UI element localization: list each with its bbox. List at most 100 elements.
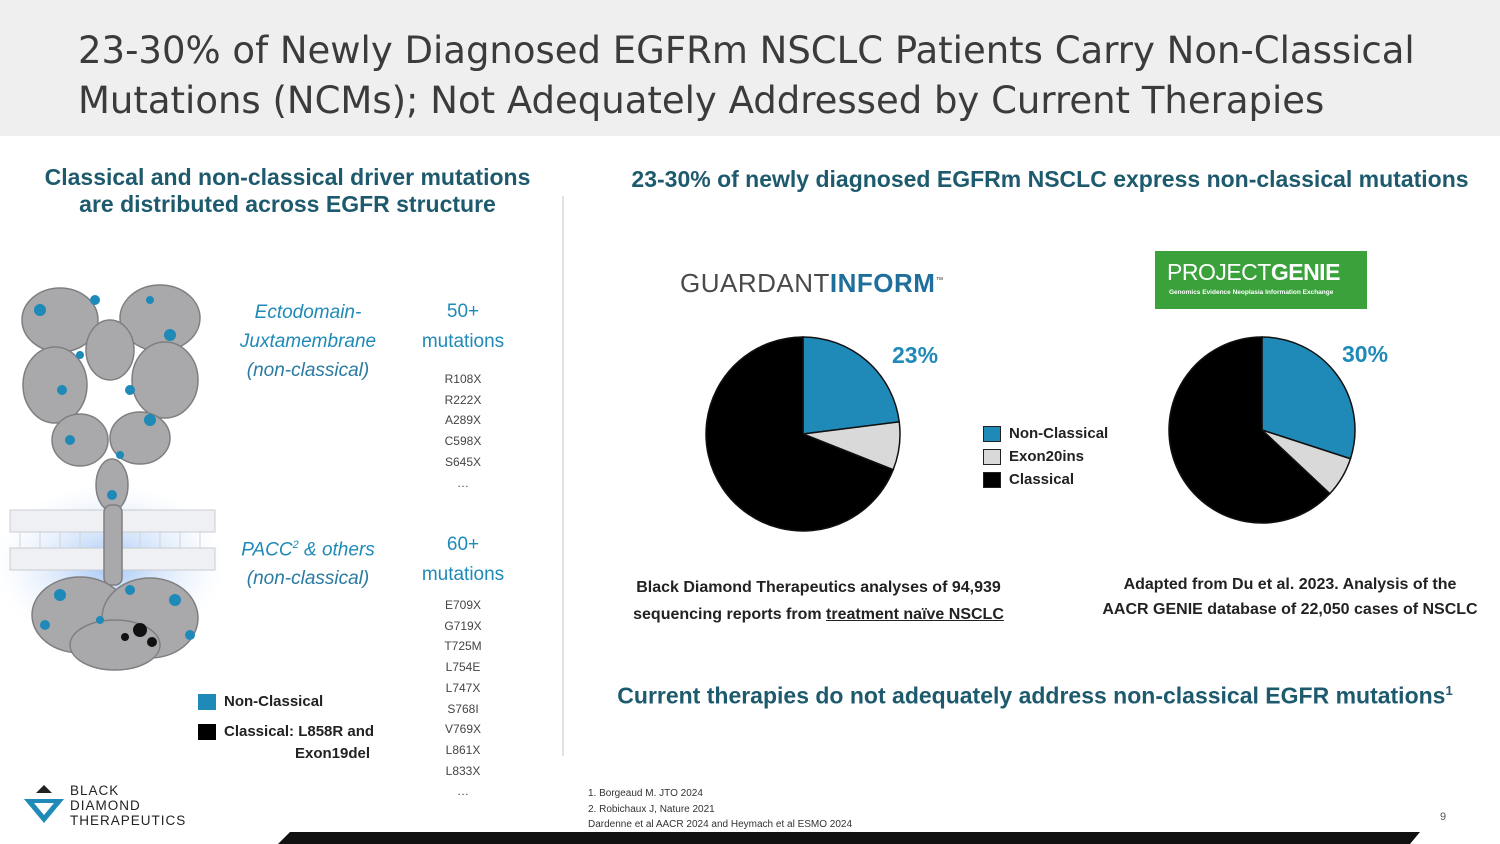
ectodomain-mutation-item: R108X (444, 372, 482, 386)
footnote-3: Dardenne et al AACR 2024 and Heymach et … (588, 819, 853, 830)
pacc-count-line1: 60+ (446, 534, 480, 555)
egfr-structure-image (0, 284, 225, 671)
bottom-heading: Current therapies do not adequately addr… (560, 676, 1500, 711)
ectodomain-mutation-item: S645X (444, 454, 482, 469)
ectodomain-label-line1: Ectodomain- (254, 302, 362, 323)
bottom-heading-text: Current therapies do not adequately addr… (617, 682, 1446, 709)
ectodomain-count-line1: 50+ (446, 301, 480, 322)
genie-logo-title: PROJECTGENIE (1167, 259, 1340, 286)
pacc-mutation-item: T725M (444, 639, 482, 654)
project-genie-logo: PROJECTGENIE Genomics Evidence Neoplasia… (1155, 251, 1367, 309)
left-heading-line2: are distributed across EGFR structure (79, 191, 496, 217)
footnote-2: 2. Robichaux J, Nature 2021 (588, 803, 715, 815)
pie-legend-exon20ins-swatch (983, 449, 1001, 466)
pie-legend-exon20ins: Exon20ins (983, 446, 1153, 468)
guardant-pie-percent-label: 23% (892, 342, 939, 368)
pacc-mutation-item: L747X (445, 680, 481, 695)
genie-pie-slices (1168, 336, 1356, 524)
pie-slice-non-classical (802, 336, 901, 435)
guardant-pie-slices (705, 336, 901, 532)
company-name: BLACK DIAMOND THERAPEUTICS (70, 783, 186, 828)
pacc-mutation-list: E709X G719X T725M L754E L747X S768I V769X L861X… (403, 595, 523, 802)
pacc-sup: 2 (292, 539, 299, 551)
genie-pie-percent-label: 30% (1342, 341, 1389, 367)
ectodomain-sub: (non-classical) (246, 360, 370, 381)
pacc-mutation-item: … (457, 784, 469, 799)
pie-legend-classical: Classical (983, 469, 1153, 491)
ectodomain-count: 50+ mutations (403, 297, 523, 357)
pacc-count: 60+ mutations (403, 530, 523, 590)
left-heading: Classical and non-classical driver mutat… (20, 164, 555, 218)
bottom-heading-sup: 1 (1445, 683, 1453, 698)
pacc-label-text: PACC (241, 539, 293, 561)
pie-legend-classical-label: Classical (1009, 471, 1075, 488)
company-name-line3: THERAPEUTICS (70, 813, 187, 828)
ectodomain-mutation-item: A289X (444, 413, 482, 428)
genie-logo-tagline: Genomics Evidence Neoplasia Information … (1169, 289, 1334, 296)
left-legend-classical: Classical: L858R and (198, 721, 398, 743)
classical-swatch (198, 724, 216, 741)
left-heading-line1: Classical and non-classical driver mutat… (44, 164, 531, 190)
pie-slice-non-classical (1261, 336, 1356, 460)
guardant-caption: Black Diamond Therapeutics analyses of 9… (596, 574, 1041, 628)
ectodomain-label-line2: Juxtamembrane (239, 331, 377, 352)
pacc-mutation-item: V769X (444, 722, 482, 737)
guardant-caption-line2: sequencing reports from treatment naïve … (596, 601, 1041, 628)
pie-legend-exon20ins-label: Exon20ins (1009, 448, 1085, 465)
pie-legend-nonclassical: Non-Classical (983, 423, 1153, 445)
left-legend-nonclassical-label: Non-Classical (224, 693, 324, 710)
guardant-pie-chart (705, 336, 901, 532)
genie-caption: Adapted from Du et al. 2023. Analysis of… (1080, 572, 1500, 622)
pacc-count-line2: mutations (421, 564, 505, 585)
guardant-logo-light: GUARDANT (680, 268, 830, 298)
pacc-label: PACC2 & others (non-classical) (218, 531, 398, 593)
nonclassical-swatch (198, 694, 216, 711)
guardant-logo-bold: INFORM (829, 268, 936, 298)
genie-pie-chart (1168, 336, 1356, 524)
pacc-mutation-item: S768I (447, 701, 479, 716)
guardant-inform-logo: GUARDANTINFORM™ (680, 268, 944, 299)
slide-header (0, 0, 1500, 136)
page-number: 9 (1440, 811, 1447, 823)
footnotes: 1. Borgeaud M. JTO 2024 2. Robichaux J, … (588, 786, 852, 833)
ectodomain-label: Ectodomain- Juxtamembrane (non-classical… (218, 298, 398, 385)
left-legend: Non-Classical Classical: L858R and Exon1… (198, 691, 398, 765)
left-legend-nonclassical: Non-Classical (198, 691, 398, 713)
ectodomain-mutation-item: R222X (444, 392, 482, 407)
ectodomain-count-line2: mutations (421, 331, 505, 352)
genie-logo-light: PROJECT (1167, 259, 1271, 285)
pacc-mutation-item: E709X (444, 598, 482, 612)
section-divider (562, 196, 564, 756)
right-heading: 23-30% of newly diagnosed EGFRm NSCLC ex… (631, 166, 1469, 192)
guardant-caption-line1: Black Diamond Therapeutics analyses of 9… (636, 579, 1001, 596)
guardant-caption-line2-underlined: treatment naïve NSCLC (826, 606, 1004, 623)
company-name-line2: DIAMOND (70, 798, 141, 813)
pie-slice-classical (705, 336, 895, 532)
ectodomain-mutation-item: … (457, 475, 469, 490)
genie-logo-bold: GENIE (1270, 259, 1341, 285)
pacc-label-rest: & others (298, 539, 375, 561)
pacc-mutation-item: L754E (445, 660, 481, 675)
guardant-logo-tm: ™ (935, 275, 944, 285)
pie-slice-classical (1168, 336, 1331, 524)
pie-legend: Non-Classical Exon20ins Classical (983, 423, 1153, 491)
footnote-1: 1. Borgeaud M. JTO 2024 (588, 788, 703, 799)
slide-title: 23-30% of Newly Diagnosed EGFRm NSCLC Pa… (78, 29, 1415, 122)
guardant-caption-line2-prefix: sequencing reports from (633, 606, 827, 623)
pie-legend-classical-swatch (983, 472, 1001, 489)
pacc-mutation-item: G719X (444, 618, 482, 633)
bottom-bar (278, 832, 1420, 844)
pacc-label-line1: PACC2 & others (218, 531, 398, 564)
pie-legend-nonclassical-label: Non-Classical (1009, 425, 1109, 442)
ectodomain-mutation-item: C598X (444, 434, 482, 449)
pacc-sub: (non-classical) (246, 568, 370, 590)
left-legend-classical-line1: Classical: L858R and (224, 723, 375, 740)
genie-caption-line2: AACR GENIE database of 22,050 cases of N… (1102, 601, 1478, 618)
company-name-line1: BLACK (70, 783, 120, 798)
pacc-mutation-item: L861X (445, 742, 481, 757)
pie-legend-nonclassical-swatch (983, 426, 1001, 443)
left-legend-classical-line2: Exon19del (294, 745, 370, 762)
black-diamond-logo-icon (24, 785, 64, 823)
genie-caption-line1: Adapted from Du et al. 2023. Analysis of… (1123, 576, 1457, 593)
ectodomain-mutation-list: R108X R222X A289X C598X S645X … (403, 369, 523, 493)
